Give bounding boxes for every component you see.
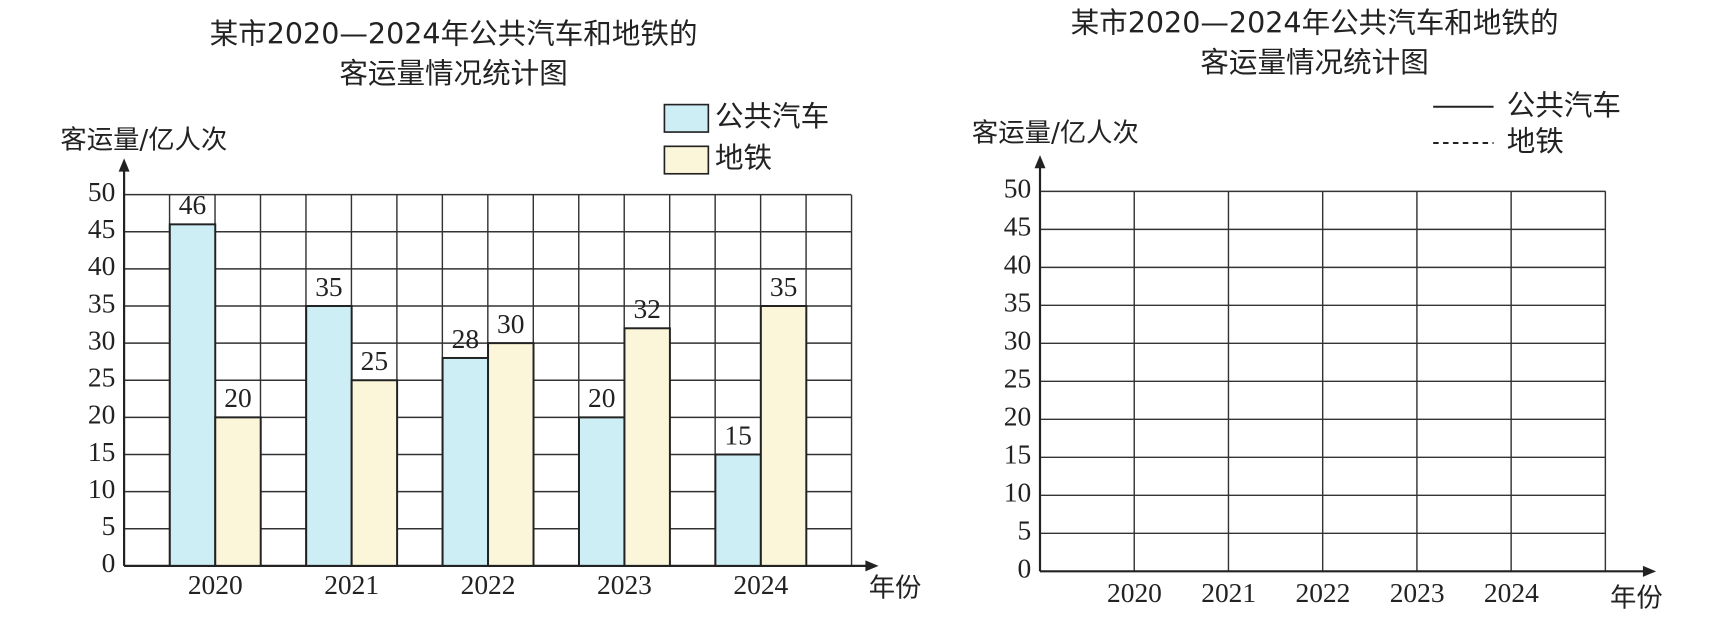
bar [577, 416, 626, 567]
bar [305, 305, 353, 567]
x-tick-label: 2023 [1390, 578, 1445, 608]
bar [441, 356, 490, 567]
y-tick-label: 45 [1004, 212, 1031, 242]
y-tick-label: 40 [1004, 250, 1031, 280]
bar [487, 342, 535, 567]
y-tick-label: 20 [1004, 402, 1031, 432]
y-tick-label: 30 [1004, 326, 1031, 356]
y-tick-label: 50 [88, 177, 115, 207]
y-tick-label: 20 [88, 400, 115, 430]
legend-label: 地铁 [715, 141, 772, 175]
x-tick-label: 2022 [461, 570, 516, 600]
chart-title: 客运量情况统计图 [339, 56, 567, 90]
legend-swatch [663, 103, 710, 133]
y-tick-label: 30 [88, 325, 115, 355]
y-axis-label: 客运量/亿人次 [60, 125, 227, 155]
y-axis-label: 客运量/亿人次 [972, 119, 1139, 149]
y-tick-label: 15 [1004, 440, 1031, 470]
bar [350, 379, 399, 567]
y-tick-label: 0 [1018, 554, 1032, 584]
data-label: 20 [588, 383, 615, 413]
y-tick-label: 25 [1004, 364, 1031, 394]
y-tick-label: 15 [88, 437, 115, 467]
data-label: 35 [770, 272, 797, 302]
chart-title: 某市2020—2024年公共汽车和地铁的 [1071, 5, 1559, 39]
bar [168, 223, 217, 567]
y-axis-arrow [1034, 155, 1046, 169]
data-label: 35 [315, 272, 342, 302]
chart-title: 某市2020—2024年公共汽车和地铁的 [210, 16, 698, 50]
data-label: 46 [179, 190, 206, 220]
chart-title: 客运量情况统计图 [1200, 45, 1428, 79]
y-tick-label: 35 [88, 288, 115, 318]
bar [214, 416, 262, 567]
y-tick-label: 10 [1004, 478, 1031, 508]
legend-label: 公共汽车 [1507, 88, 1621, 122]
y-tick-label: 5 [102, 511, 116, 541]
data-label: 25 [361, 346, 388, 376]
legend-label: 地铁 [1507, 124, 1564, 158]
y-tick-label: 50 [1004, 174, 1031, 204]
legend-swatch [663, 145, 710, 175]
x-tick-label: 2020 [1107, 578, 1162, 608]
y-tick-label: 25 [88, 363, 115, 393]
x-axis-label: 年份 [869, 573, 922, 603]
x-axis-arrow [1642, 565, 1657, 577]
x-axis-arrow [865, 560, 879, 572]
bar [714, 453, 762, 567]
y-tick-label: 35 [1004, 288, 1031, 318]
x-tick-label: 2022 [1295, 578, 1350, 608]
y-tick-label: 45 [88, 214, 115, 244]
y-tick-label: 40 [88, 251, 115, 281]
y-tick-label: 0 [102, 548, 116, 578]
y-tick-label: 5 [1018, 516, 1032, 546]
x-tick-label: 2024 [1484, 578, 1539, 608]
x-axis-label: 年份 [1610, 583, 1663, 613]
y-axis-arrow [118, 158, 130, 172]
data-label: 20 [224, 383, 251, 413]
data-label: 30 [497, 309, 524, 339]
y-tick-label: 10 [88, 474, 115, 504]
data-label: 15 [724, 420, 751, 450]
data-label: 28 [452, 324, 479, 354]
x-tick-label: 2021 [324, 570, 379, 600]
x-tick-label: 2020 [188, 570, 243, 600]
x-tick-label: 2024 [733, 570, 788, 600]
bar [623, 327, 671, 567]
x-tick-label: 2023 [597, 570, 652, 600]
data-label: 32 [633, 294, 660, 324]
legend-label: 公共汽车 [715, 99, 829, 133]
bar [759, 305, 808, 567]
x-tick-label: 2021 [1201, 578, 1256, 608]
